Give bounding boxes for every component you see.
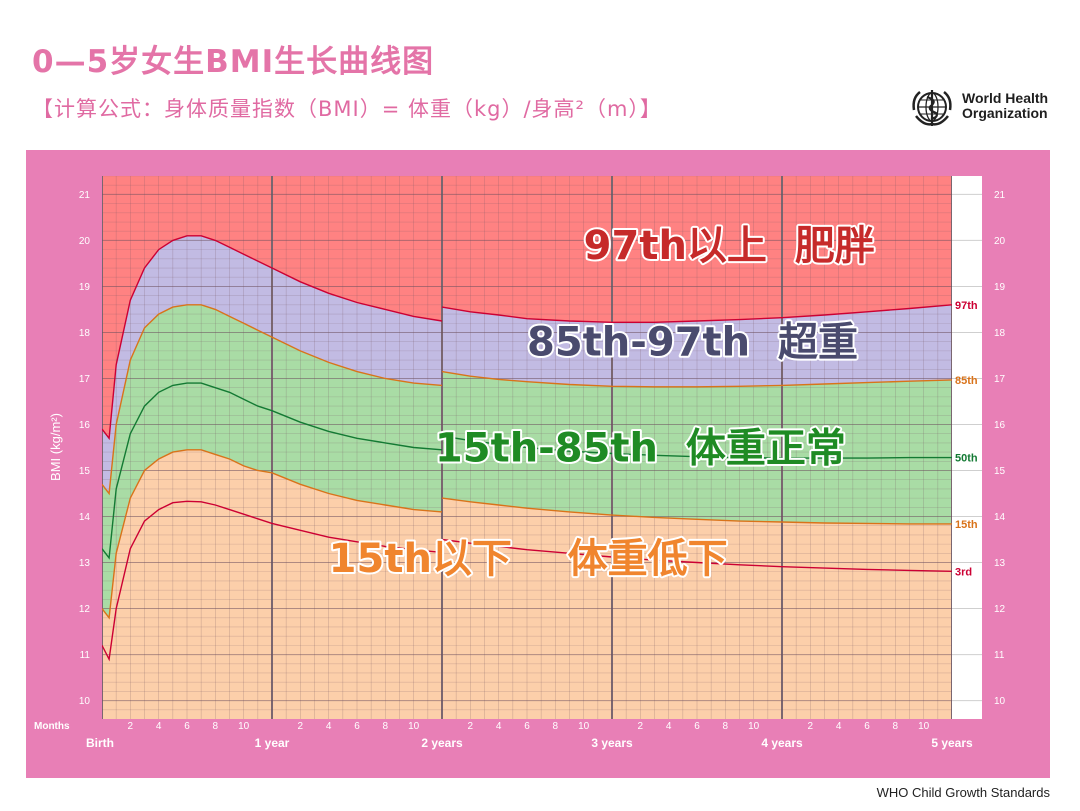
month-tick-label: 4 (326, 721, 332, 732)
who-logo: World Health Organization (910, 86, 1060, 128)
month-tick-label: 4 (156, 721, 162, 732)
month-tick-label: 2 (298, 721, 304, 732)
month-tick-label: 6 (694, 721, 700, 732)
month-tick-label: 2 (638, 721, 644, 732)
overweight-zone (102, 235, 952, 494)
month-tick-label: 4 (836, 721, 842, 732)
y-tick-label-left: 20 (79, 236, 91, 247)
y-tick-label-right: 16 (994, 420, 1006, 431)
y-tick-label-right: 15 (994, 466, 1006, 477)
series-line-85th (102, 304, 952, 496)
logo-text-line1: World Health (962, 90, 1049, 106)
y-axis-label: BMI (kg/m²) (48, 413, 63, 481)
percentile-end-label: 15th (955, 519, 978, 531)
source-note: WHO Child Growth Standards (876, 785, 1050, 800)
y-tick-label-left: 12 (79, 604, 91, 615)
zone-label: 97th以上 肥胖 (584, 223, 875, 269)
y-tick-label-right: 14 (994, 512, 1006, 523)
month-tick-label: 10 (408, 721, 420, 732)
y-tick-label-left: 10 (79, 696, 91, 707)
month-tick-label: 2 (808, 721, 814, 732)
y-tick-label-left: 15 (79, 466, 91, 477)
bmi-formula: 【计算公式：身体质量指数（BMI）= 体重（kg）/身高²（m）】 (32, 97, 662, 121)
y-tick-label-left: 11 (80, 650, 91, 661)
month-tick-label: 8 (383, 721, 389, 732)
percentile-end-label: 50th (955, 453, 978, 465)
month-tick-label: 8 (723, 721, 729, 732)
bmi-growth-chart: 10 10 11 11 12 12 13 13 14 14 15 15 16 16 17 17 18 18 19 19… (26, 150, 1050, 778)
y-tick-label-left: 21 (79, 190, 91, 201)
y-tick-label-left: 17 (79, 374, 91, 385)
zone-label: 85th-97th 超重 (527, 320, 858, 366)
series-line-50th (102, 382, 952, 560)
percentile-end-label: 85th (955, 375, 978, 387)
page-title: 0—5岁女生BMI生长曲线图 (32, 44, 435, 80)
month-tick-label: 8 (893, 721, 899, 732)
y-tick-label-right: 20 (994, 236, 1006, 247)
year-label: 2 years (421, 736, 463, 750)
month-tick-label: 6 (524, 721, 530, 732)
series-line-97th (102, 235, 952, 441)
y-tick-label-right: 12 (994, 604, 1006, 615)
y-tick-label-right: 18 (994, 328, 1006, 339)
zone-label: 15th-85th 体重正常 (435, 426, 846, 472)
month-tick-label: 6 (184, 721, 190, 732)
right-label-column (952, 176, 982, 719)
month-tick-label: 4 (666, 721, 672, 732)
year-label: 3 years (591, 736, 633, 750)
zone-label: 15th以下 体重低下 (329, 536, 728, 582)
month-tick-label: 10 (578, 721, 590, 732)
y-tick-label-right: 21 (994, 190, 1006, 201)
y-tick-label-right: 19 (994, 282, 1006, 293)
series-line-3rd (102, 500, 952, 662)
month-tick-label: 10 (918, 721, 930, 732)
y-tick-label-left: 13 (79, 558, 91, 569)
month-tick-label: 10 (748, 721, 760, 732)
year-label: 1 year (255, 736, 290, 750)
underweight-zone (102, 449, 952, 719)
logo-text-line2: Organization (962, 105, 1048, 121)
month-tick-label: 6 (864, 721, 870, 732)
year-label: 4 years (761, 736, 803, 750)
y-tick-label-left: 19 (79, 282, 91, 293)
month-tick-label: 10 (238, 721, 250, 732)
x-axis-months-label: Months (34, 721, 70, 732)
series-line-15th (102, 449, 952, 620)
y-tick-label-left: 16 (79, 420, 91, 431)
y-tick-label-right: 17 (994, 374, 1006, 385)
who-emblem-icon (912, 90, 952, 126)
month-tick-label: 8 (213, 721, 219, 732)
chart-panel: 10 10 11 11 12 12 13 13 14 14 15 15 16 16 17 17 18 18 19 19… (26, 150, 1050, 778)
y-tick-label-left: 14 (79, 512, 91, 523)
y-tick-label-right: 13 (994, 558, 1006, 569)
month-tick-label: 6 (354, 721, 360, 732)
percentile-end-label: 97th (955, 300, 978, 312)
month-tick-label: 2 (128, 721, 134, 732)
percentile-end-label: 3rd (955, 566, 972, 578)
y-tick-label-right: 11 (994, 650, 1005, 661)
month-tick-label: 2 (468, 721, 474, 732)
y-tick-label-left: 18 (79, 328, 91, 339)
month-tick-label: 8 (553, 721, 559, 732)
y-tick-label-right: 10 (994, 696, 1006, 707)
year-label: 5 years (931, 736, 973, 750)
month-tick-label: 4 (496, 721, 502, 732)
normal-zone (102, 304, 952, 618)
year-label: Birth (86, 736, 114, 750)
